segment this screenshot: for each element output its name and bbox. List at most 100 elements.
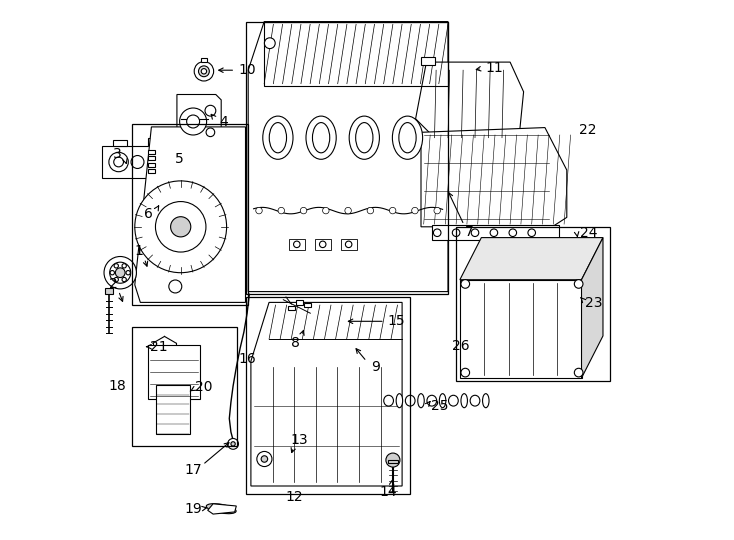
- Polygon shape: [177, 94, 221, 146]
- Text: 14: 14: [379, 485, 397, 500]
- Ellipse shape: [418, 394, 424, 408]
- Text: 7: 7: [465, 225, 474, 239]
- Circle shape: [319, 241, 326, 247]
- Circle shape: [574, 368, 583, 377]
- Bar: [388, 460, 399, 463]
- Ellipse shape: [440, 394, 446, 408]
- Text: 12: 12: [286, 490, 303, 504]
- Circle shape: [110, 271, 115, 275]
- Bar: [341, 239, 357, 249]
- Polygon shape: [248, 22, 448, 292]
- Circle shape: [528, 229, 536, 237]
- Ellipse shape: [405, 395, 415, 406]
- Bar: [105, 288, 112, 294]
- Circle shape: [574, 280, 583, 288]
- Text: 19: 19: [184, 502, 202, 516]
- Ellipse shape: [399, 123, 416, 153]
- Circle shape: [264, 38, 275, 49]
- Circle shape: [461, 280, 470, 288]
- Polygon shape: [208, 504, 236, 514]
- Circle shape: [122, 278, 126, 282]
- Circle shape: [322, 207, 329, 214]
- Circle shape: [170, 217, 191, 237]
- Text: 18: 18: [109, 379, 126, 393]
- Ellipse shape: [349, 116, 379, 159]
- Circle shape: [278, 207, 285, 214]
- Bar: [456, 227, 610, 381]
- Text: 22: 22: [578, 123, 596, 137]
- Bar: [432, 225, 559, 240]
- Circle shape: [412, 207, 418, 214]
- Text: 15: 15: [388, 314, 405, 328]
- Polygon shape: [415, 62, 523, 146]
- Ellipse shape: [427, 395, 437, 406]
- Bar: [305, 303, 310, 307]
- Bar: [132, 124, 248, 305]
- Text: 13: 13: [291, 433, 308, 447]
- Circle shape: [114, 157, 123, 167]
- Polygon shape: [103, 138, 156, 189]
- Circle shape: [294, 241, 300, 247]
- Polygon shape: [421, 127, 567, 227]
- Bar: [245, 297, 410, 494]
- Text: 21: 21: [150, 340, 168, 354]
- Ellipse shape: [470, 395, 480, 406]
- Bar: [148, 345, 200, 399]
- Text: 23: 23: [585, 296, 603, 310]
- Circle shape: [228, 438, 239, 449]
- Circle shape: [156, 201, 206, 252]
- Bar: [421, 57, 435, 65]
- Text: 5: 5: [175, 152, 184, 166]
- Text: 3: 3: [113, 147, 122, 161]
- Polygon shape: [135, 127, 245, 302]
- Bar: [288, 239, 305, 249]
- Ellipse shape: [396, 394, 403, 408]
- Polygon shape: [460, 280, 581, 378]
- Bar: [315, 239, 331, 249]
- Circle shape: [433, 229, 441, 237]
- Ellipse shape: [384, 395, 393, 406]
- Bar: [113, 140, 127, 146]
- Ellipse shape: [313, 123, 330, 153]
- Bar: [148, 150, 155, 154]
- Text: 24: 24: [580, 226, 597, 240]
- Ellipse shape: [448, 395, 458, 406]
- Circle shape: [255, 207, 262, 214]
- Text: 20: 20: [195, 380, 213, 394]
- Circle shape: [231, 442, 235, 446]
- Text: 6: 6: [144, 207, 153, 221]
- Circle shape: [205, 105, 216, 116]
- Circle shape: [195, 62, 214, 81]
- Bar: [132, 327, 237, 446]
- Circle shape: [206, 128, 215, 137]
- Circle shape: [300, 207, 307, 214]
- Circle shape: [346, 241, 352, 247]
- Circle shape: [452, 229, 460, 237]
- Circle shape: [135, 181, 227, 273]
- Circle shape: [114, 278, 118, 282]
- Circle shape: [126, 271, 131, 275]
- Circle shape: [109, 262, 131, 283]
- Text: 17: 17: [184, 463, 202, 477]
- Circle shape: [434, 207, 440, 214]
- Circle shape: [104, 256, 137, 289]
- Circle shape: [180, 108, 206, 135]
- Circle shape: [122, 264, 126, 268]
- Circle shape: [257, 451, 272, 467]
- Ellipse shape: [306, 116, 336, 159]
- Text: 10: 10: [239, 63, 256, 77]
- Circle shape: [131, 156, 144, 168]
- Bar: [245, 22, 448, 294]
- Circle shape: [109, 152, 128, 172]
- Circle shape: [201, 69, 206, 74]
- Ellipse shape: [206, 504, 236, 514]
- Circle shape: [261, 456, 268, 462]
- Circle shape: [345, 207, 352, 214]
- Circle shape: [198, 66, 209, 77]
- Bar: [148, 156, 155, 160]
- Bar: [297, 300, 302, 305]
- Text: 4: 4: [219, 114, 228, 129]
- Polygon shape: [460, 238, 603, 280]
- Text: 16: 16: [239, 352, 257, 366]
- Bar: [148, 163, 155, 167]
